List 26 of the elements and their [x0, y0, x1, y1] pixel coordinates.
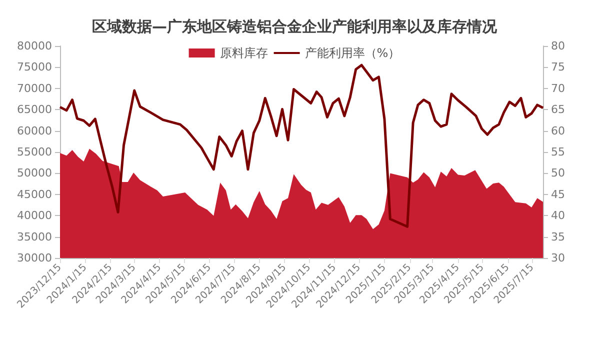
legend-label: 原料库存	[220, 46, 268, 60]
y2-tick-label: 50	[551, 166, 565, 180]
y-tick-label: 50000	[17, 166, 52, 180]
y-tick-label: 65000	[17, 103, 52, 116]
y2-tick-label: 70	[551, 82, 565, 95]
y2-tick-label: 45	[551, 188, 565, 201]
y2-tick-label: 40	[551, 209, 565, 222]
line-series	[58, 64, 544, 228]
y2-tick-label: 35	[551, 230, 565, 244]
y-tick-label: 45000	[17, 188, 52, 201]
y-tick-label: 60000	[17, 124, 52, 138]
y-tick-label: 80000	[17, 40, 52, 52]
y2-tick-label: 60	[551, 124, 565, 138]
y-tick-label: 55000	[17, 146, 52, 158]
y-tick-label: 30000	[17, 252, 52, 264]
y-tick-label: 75000	[17, 60, 52, 74]
y2-tick-label: 30	[551, 252, 565, 264]
y-tick-label: 40000	[17, 209, 52, 222]
y2-tick-label: 65	[551, 103, 565, 116]
legend-label: 产能利用率（%）	[304, 46, 400, 60]
y2-tick-label: 55	[551, 146, 565, 158]
y-tick-label: 70000	[17, 82, 52, 95]
chart-title: 区域数据—广东地区铸造铝合金企业产能利用率以及库存情况	[92, 18, 498, 36]
y2-tick-label: 75	[551, 60, 565, 74]
y-tick-label: 35000	[17, 230, 52, 244]
y2-tick-label: 80	[551, 40, 565, 52]
